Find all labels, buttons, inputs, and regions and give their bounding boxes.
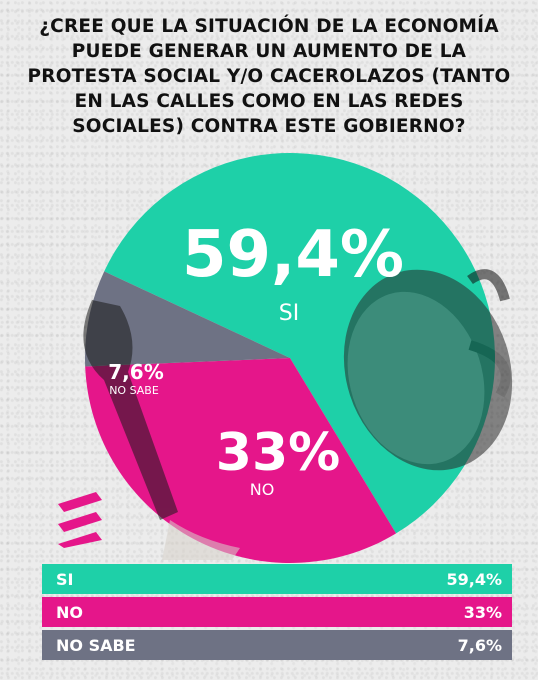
table-label-no-sabe: NO SABE [56, 635, 136, 655]
no-sabe-category-label: NO SABE [109, 384, 159, 397]
table-value-si: 59,4% [446, 569, 502, 589]
no-percent-label: 33% [216, 423, 340, 483]
brand-logo-icon [58, 492, 102, 548]
pie-slice-no-sabe [85, 271, 290, 367]
results-table: SI 59,4% NO 33% NO SABE 7,6% [42, 564, 512, 663]
pot-and-spoon-illustration [83, 269, 513, 560]
table-label-si: SI [56, 569, 74, 589]
table-row-no-sabe: NO SABE 7,6% [42, 630, 512, 660]
no-category-label: NO [250, 480, 275, 499]
table-row-si: SI 59,4% [42, 564, 512, 594]
table-value-no: 33% [463, 602, 502, 622]
table-label-no: NO [56, 602, 83, 622]
pie-labels: 59,4% SI 33% NO 7,6% NO SABE [108, 218, 404, 499]
chart-title: ¿CREE QUE LA SITUACIÓN DE LA ECONOMÍA PU… [27, 16, 511, 137]
table-row-no: NO 33% [42, 597, 512, 627]
table-value-no-sabe: 7,6% [457, 635, 502, 655]
si-category-label: SI [279, 301, 299, 326]
si-percent-label: 59,4% [182, 218, 404, 292]
no-sabe-percent-label: 7,6% [108, 360, 163, 384]
